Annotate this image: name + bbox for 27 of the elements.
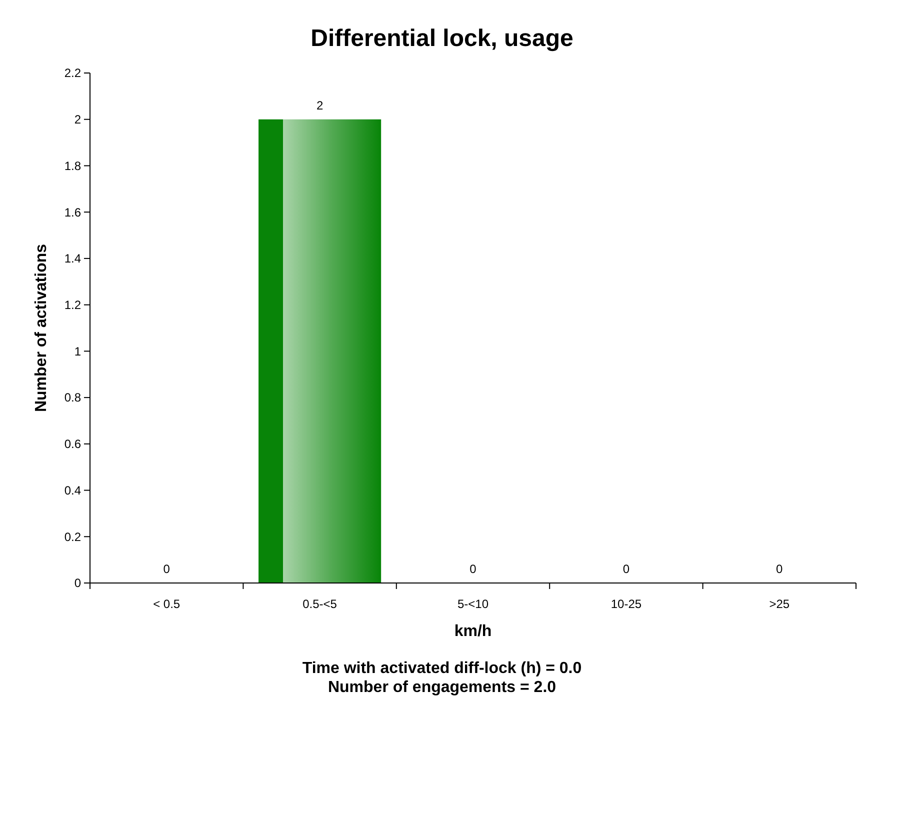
x-tick-label: >25 xyxy=(769,597,790,611)
y-tick-label: 0.6 xyxy=(64,437,82,452)
data-label: 0 xyxy=(622,562,630,576)
data-label: 0 xyxy=(163,562,170,576)
y-tick-label: 1.4 xyxy=(64,252,82,266)
x-axis-title: km/h xyxy=(454,623,492,640)
x-tick-label: 10-25 xyxy=(610,597,642,611)
y-tick-label: 1.6 xyxy=(64,205,82,220)
y-axis-title: Number of activations xyxy=(33,244,50,412)
y-tick-label: 0.2 xyxy=(64,530,82,544)
y-tick-label: 1.8 xyxy=(64,158,82,173)
data-label: 2 xyxy=(316,98,324,112)
data-label: 0 xyxy=(470,562,477,576)
data-label: 0 xyxy=(776,562,784,576)
y-tick-label: 1 xyxy=(74,344,82,358)
text: Number of engagements = 2.0 xyxy=(328,679,556,696)
y-tick-label: 1.2 xyxy=(64,298,82,312)
x-tick-label: < 0.5 xyxy=(153,597,180,611)
y-tick-label: 2 xyxy=(74,112,82,127)
y-tick-label: 0 xyxy=(74,576,82,590)
chart-title: Differential lock, usage xyxy=(310,25,574,52)
y-tick-label: 0.4 xyxy=(64,483,82,498)
text: Time with activated diff-lock (h) = 0.0 xyxy=(302,660,582,677)
x-tick-label: 0.5-<5 xyxy=(302,597,338,611)
y-tick-label: 0.8 xyxy=(64,390,82,405)
y-tick-label: 2.2 xyxy=(64,66,82,80)
x-tick-label: 5-<10 xyxy=(457,597,489,611)
